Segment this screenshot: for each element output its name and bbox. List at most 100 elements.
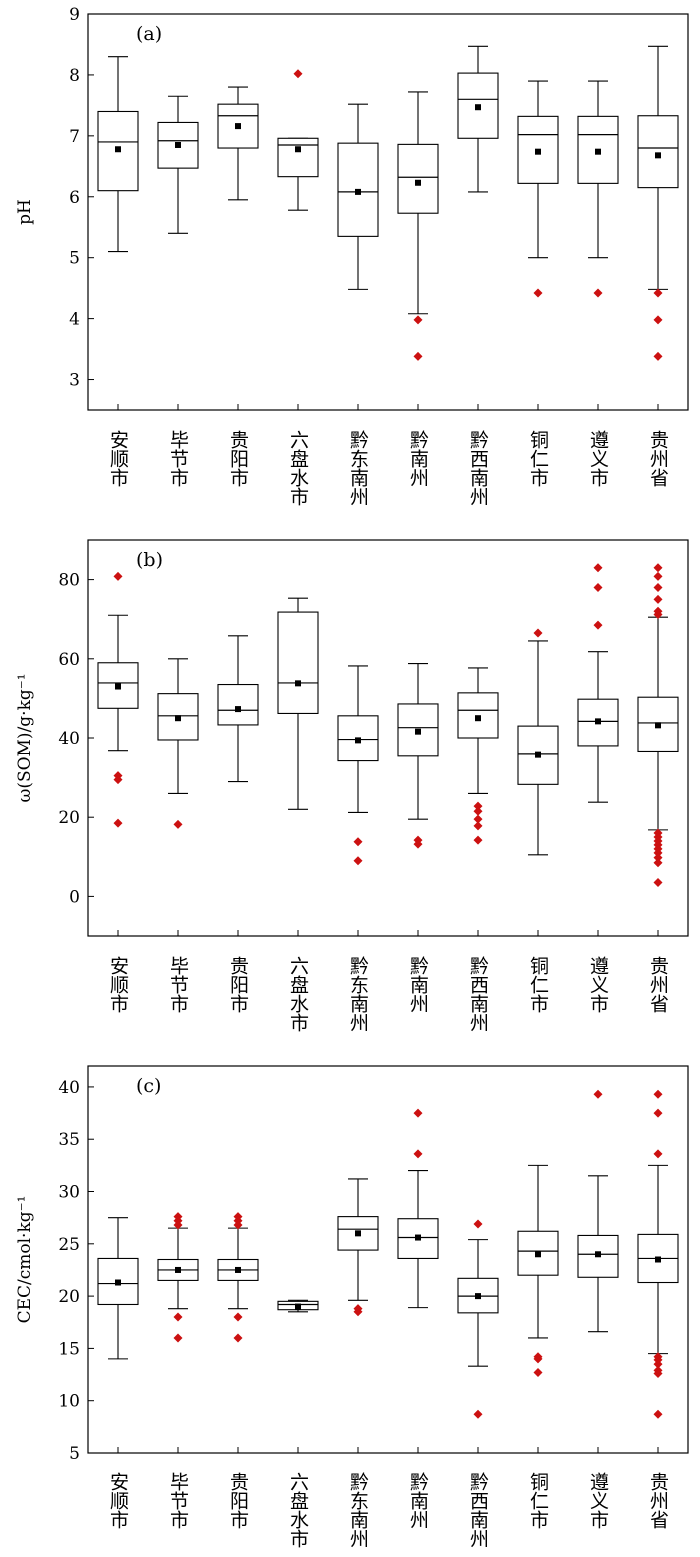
outlier-point xyxy=(473,801,483,811)
box-6 xyxy=(457,45,499,193)
y-tick-label: 0 xyxy=(69,887,80,907)
y-tick-label: 7 xyxy=(69,127,80,147)
mean-marker xyxy=(415,179,421,186)
category-label: 黔东南州 xyxy=(347,1472,369,1548)
mean-marker xyxy=(355,1230,361,1237)
outlier-point xyxy=(653,583,663,593)
mean-marker xyxy=(115,1279,121,1286)
outlier-point xyxy=(533,1367,543,1377)
box-7 xyxy=(517,628,559,856)
outlier-point xyxy=(653,571,663,581)
outlier-point xyxy=(233,1312,243,1322)
y-tick-label: 4 xyxy=(69,310,80,330)
mean-marker xyxy=(655,722,661,729)
y-tick-label: 10 xyxy=(58,1392,80,1412)
y-axis-label: pH xyxy=(15,199,35,225)
y-tick-label: 80 xyxy=(58,571,80,591)
mean-marker xyxy=(175,1266,181,1273)
outlier-point xyxy=(413,351,423,361)
box-1 xyxy=(157,1212,199,1343)
outlier-point xyxy=(353,856,363,866)
box-3 xyxy=(277,69,319,211)
outlier-point xyxy=(473,806,483,816)
y-tick-label: 8 xyxy=(69,66,80,86)
outlier-point xyxy=(593,583,603,593)
y-tick-label: 60 xyxy=(58,650,80,670)
y-tick-label: 20 xyxy=(58,808,80,828)
box-5 xyxy=(397,1108,439,1309)
category-label: 贵阳市 xyxy=(227,956,249,1013)
y-tick-label: 25 xyxy=(58,1235,80,1255)
category-label: 贵阳市 xyxy=(227,430,249,487)
iqr-box xyxy=(277,611,319,714)
box-9 xyxy=(637,1089,679,1419)
outlier-point xyxy=(353,1307,363,1317)
outlier-point xyxy=(233,1220,243,1230)
mean-marker xyxy=(355,737,361,744)
outlier-point xyxy=(113,571,123,581)
outlier-point xyxy=(233,1333,243,1343)
mean-marker xyxy=(295,680,301,687)
mean-marker xyxy=(115,683,121,690)
category-label: 贵阳市 xyxy=(227,1472,249,1529)
outlier-point xyxy=(653,563,663,573)
outlier-point xyxy=(473,814,483,824)
outlier-point xyxy=(413,315,423,325)
chart-panel-c: 5 10 15 20 25 30 35 40 安顺市 毕节市 贵阳市 六盘水市 黔东南州 黔南州 黔西南州 铜… xyxy=(15,1065,689,1548)
plot-frame xyxy=(87,1065,689,1454)
box-5 xyxy=(397,663,439,849)
outlier-point xyxy=(413,1108,423,1118)
box-8 xyxy=(577,80,619,298)
y-tick-label: 6 xyxy=(69,188,80,208)
mean-marker xyxy=(535,148,541,155)
box-3 xyxy=(277,597,319,810)
outlier-point xyxy=(593,1089,603,1099)
category-label: 毕节市 xyxy=(167,1472,189,1529)
y-axis-label: CEC/cmol·kg⁻¹ xyxy=(15,1196,35,1324)
mean-marker xyxy=(535,751,541,758)
category-label: 铜仁市 xyxy=(527,430,549,487)
y-tick-label: 40 xyxy=(58,1078,80,1098)
outlier-point xyxy=(473,821,483,831)
y-tick-label: 5 xyxy=(69,1444,80,1464)
outlier-point xyxy=(593,288,603,298)
box-6 xyxy=(457,1219,499,1419)
y-tick-label: 30 xyxy=(58,1183,80,1203)
category-label: 黔西南州 xyxy=(467,1472,489,1548)
mean-marker xyxy=(655,1256,661,1263)
box-0 xyxy=(97,1217,139,1360)
outlier-point xyxy=(653,858,663,868)
box-2 xyxy=(217,1212,259,1343)
outlier-point xyxy=(173,819,183,829)
category-label: 六盘水市 xyxy=(287,1472,309,1548)
outlier-point xyxy=(413,839,423,849)
box-2 xyxy=(217,86,259,201)
outlier-point xyxy=(653,878,663,888)
category-label: 黔东南州 xyxy=(347,956,369,1032)
category-label: 贵州省 xyxy=(647,430,669,487)
outlier-point xyxy=(653,594,663,604)
mean-marker xyxy=(475,104,481,111)
box-6 xyxy=(457,667,499,845)
outlier-point xyxy=(653,351,663,361)
y-axis-label: ω(SOM)/g·kg⁻¹ xyxy=(15,673,35,802)
box-7 xyxy=(517,1164,559,1377)
category-label: 黔南州 xyxy=(407,430,429,487)
y-tick-label: 35 xyxy=(58,1130,80,1150)
category-label: 遵义市 xyxy=(587,956,609,1013)
iqr-box xyxy=(217,103,259,149)
panel-label: (c) xyxy=(136,1075,161,1097)
box-1 xyxy=(157,658,199,829)
mean-marker xyxy=(295,146,301,153)
category-label: 六盘水市 xyxy=(287,430,309,506)
panel-label: (a) xyxy=(136,23,162,45)
category-label: 贵州省 xyxy=(647,956,669,1013)
mean-marker xyxy=(475,1293,481,1300)
category-label: 安顺市 xyxy=(107,1472,129,1529)
outlier-point xyxy=(653,853,663,863)
outlier-point xyxy=(173,1333,183,1343)
mean-marker xyxy=(355,188,361,195)
mean-marker xyxy=(415,728,421,735)
outlier-point xyxy=(653,1359,663,1369)
